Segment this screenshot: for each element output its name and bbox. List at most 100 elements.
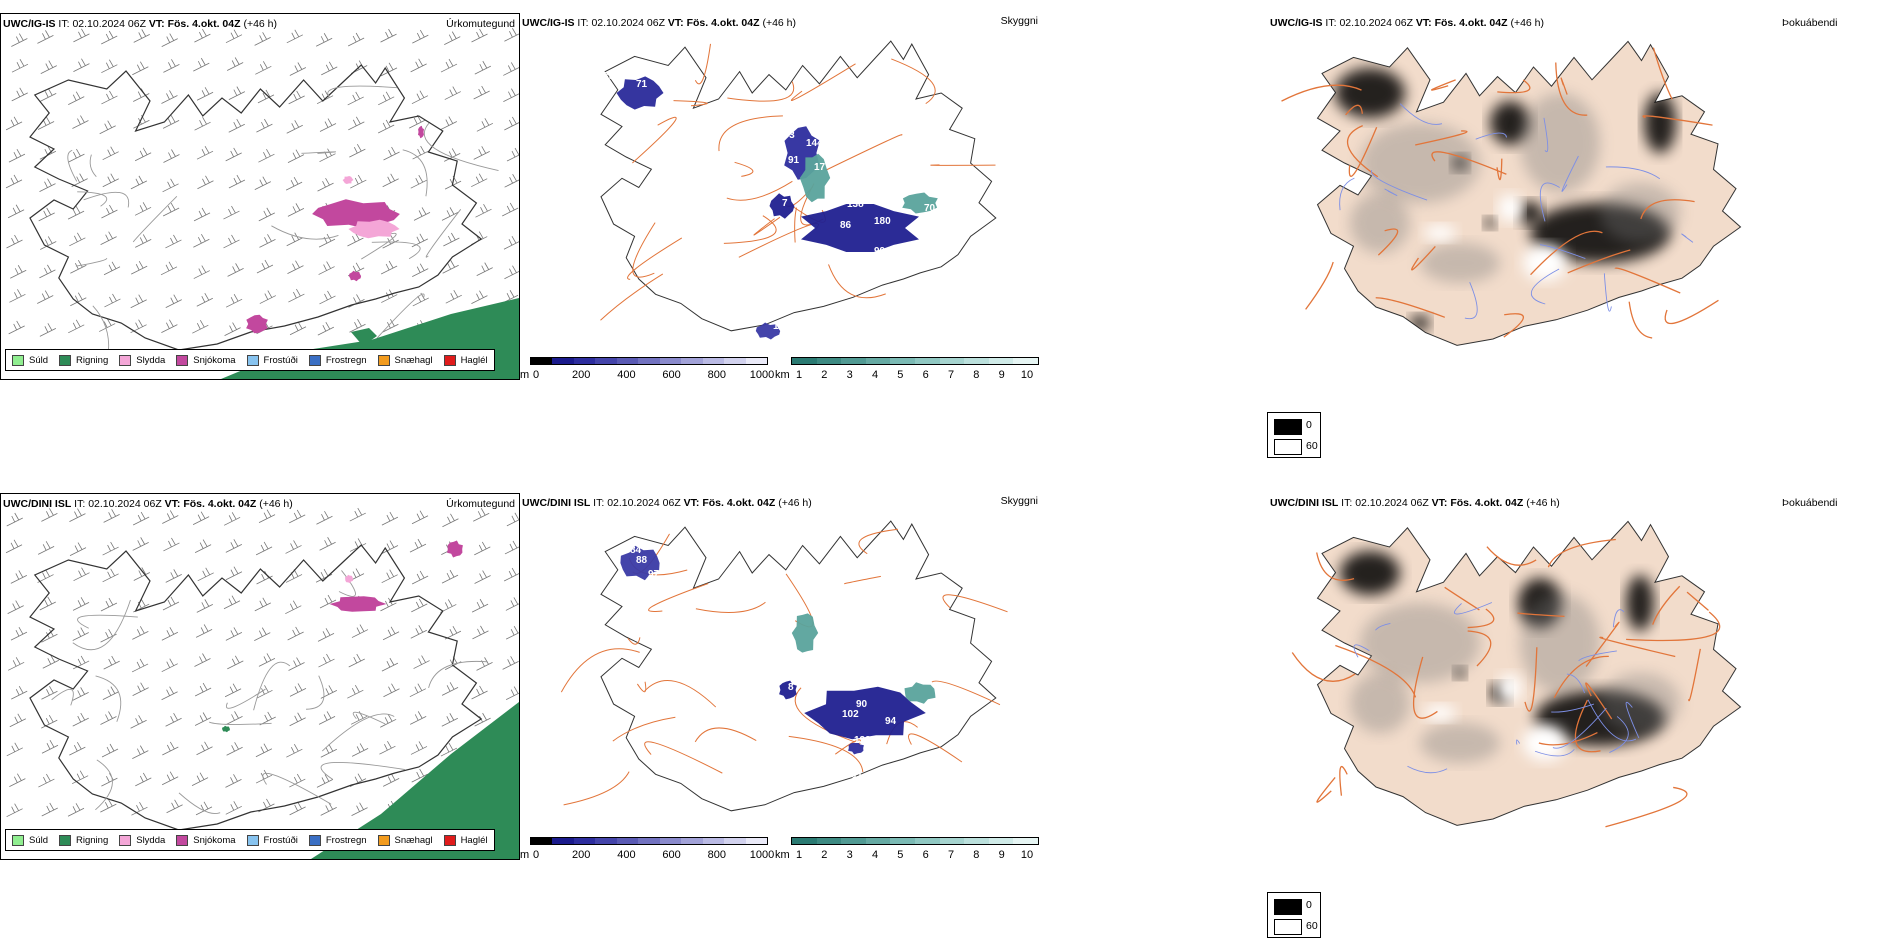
precip-panel-row2: UWC/DINI ISL IT: 02.10.2024 06Z VT: Fös.…	[0, 493, 520, 860]
wind-barb	[411, 90, 429, 105]
height-bar-segment	[745, 358, 767, 364]
height-bar-segment	[659, 358, 682, 364]
visibility-value-label: 88	[636, 555, 648, 566]
wind-barb	[223, 595, 241, 610]
wind-barb	[5, 174, 23, 189]
wind-barb	[196, 293, 213, 307]
road	[262, 772, 332, 805]
road	[327, 85, 398, 98]
vis-tick: 9	[998, 849, 1005, 860]
wind-barb	[133, 29, 150, 43]
wind-barb	[41, 802, 58, 817]
wind-barb	[473, 508, 490, 522]
road	[1688, 648, 1701, 702]
low-visibility-area	[801, 204, 919, 252]
wind-barb	[351, 743, 369, 757]
wind-barb	[192, 319, 209, 334]
low-visibility-area	[791, 613, 819, 653]
wind-barb	[134, 202, 152, 216]
road	[1585, 621, 1620, 667]
visibility-value-label: 8	[788, 682, 794, 693]
road	[727, 81, 795, 102]
legend-swatch	[443, 354, 456, 366]
wind-barb	[471, 290, 488, 305]
vis-tick: 1	[795, 369, 803, 380]
legend-label: Rigning	[76, 354, 109, 366]
road	[1377, 228, 1399, 256]
wind-barb	[132, 626, 149, 640]
wind-barb	[194, 116, 211, 131]
fog-high-area	[1490, 101, 1530, 145]
wind-barb	[5, 539, 23, 554]
fog-legend-label-60: 60	[1306, 440, 1318, 452]
wind-barb	[318, 261, 335, 275]
height-tick: 1000	[749, 369, 775, 380]
legend-swatch	[377, 834, 390, 846]
road	[1431, 151, 1507, 175]
wind-barb	[258, 207, 275, 222]
river	[1407, 765, 1448, 774]
road	[1335, 644, 1417, 698]
wind-barb	[255, 61, 272, 75]
height-bar-segment	[702, 838, 725, 844]
wind-barb	[441, 713, 458, 727]
river	[1453, 602, 1493, 615]
height-bar	[530, 357, 768, 365]
wind-barb	[130, 715, 147, 729]
wind-barb	[380, 28, 397, 43]
fog-map-row1	[1281, 40, 1742, 346]
wind-barb	[379, 714, 397, 728]
wind-barb	[441, 207, 459, 221]
visibility-value-label: 11	[852, 770, 863, 781]
fog-legend-label-0: 0	[1306, 419, 1312, 431]
height-tick: 0	[532, 849, 540, 860]
wind-barb	[37, 290, 54, 304]
wind-barb	[193, 265, 210, 279]
wind-barb	[444, 625, 462, 640]
road	[1348, 126, 1378, 177]
wind-barb	[287, 260, 304, 274]
wind-barb	[504, 265, 519, 280]
wind-barb	[101, 30, 118, 45]
wind-barb	[225, 566, 243, 581]
river	[1605, 166, 1661, 180]
visibility-value-label: 84	[894, 670, 906, 681]
height-bar-segment	[573, 358, 596, 364]
vis-bar-segment	[865, 838, 891, 844]
height-tick: 800	[707, 369, 726, 380]
wind-barb	[349, 319, 366, 333]
fog-swatch-60	[1274, 919, 1302, 935]
wind-barb	[258, 148, 275, 163]
wind-barb	[8, 320, 25, 335]
vis-tick: 6	[922, 849, 929, 860]
wind-barb	[103, 509, 120, 523]
river	[1339, 177, 1355, 211]
wind-barb	[288, 657, 305, 671]
river	[1515, 739, 1521, 745]
wind-barb	[321, 61, 338, 76]
legend-item-snjókoma: Snjókoma	[176, 834, 236, 846]
vis-unit: km	[775, 849, 790, 860]
visibility-value-label: 86	[840, 220, 852, 231]
river	[1399, 103, 1443, 125]
legend-label: Slydda	[136, 354, 166, 366]
wind-barb	[68, 148, 85, 163]
road	[825, 134, 903, 171]
fog-legend-row2: 0 60	[1267, 892, 1321, 938]
wind-barb	[382, 626, 400, 641]
visibility-value-label: 71	[636, 79, 648, 90]
wind-barb	[289, 801, 306, 816]
wind-barb	[41, 740, 59, 754]
legend-label: Snjókoma	[193, 354, 236, 366]
visibility-value-label: 59	[934, 219, 946, 230]
wind-barb	[440, 116, 457, 130]
wind-barb	[503, 567, 519, 582]
road	[1553, 655, 1609, 699]
wind-barb	[38, 773, 55, 788]
vis-tick: 3	[846, 849, 853, 860]
fog-high-area	[1518, 201, 1542, 225]
road	[338, 570, 356, 597]
road	[648, 582, 709, 612]
road	[301, 151, 337, 154]
vis-tick: 8	[973, 849, 980, 860]
